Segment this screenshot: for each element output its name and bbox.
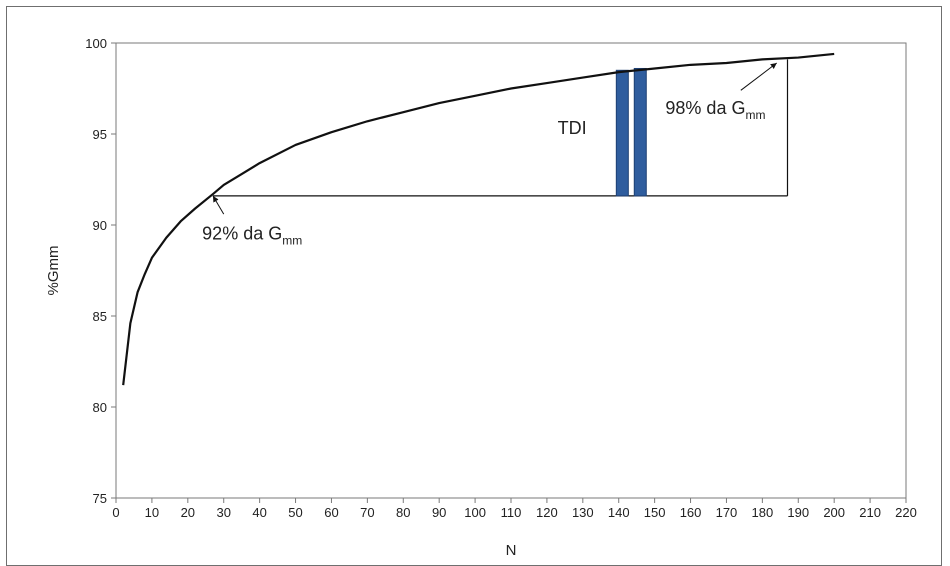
x-axis-label: N [506,542,517,558]
series-line-1 [122,52,835,386]
x-tick-label: 140 [608,505,630,520]
y-tick-label: 75 [93,491,107,506]
annotation-text: 92% da G [202,224,282,244]
x-tick-label: 100 [464,505,486,520]
annotation-2: 92% da Gmm [202,224,302,248]
x-tick-label: 30 [216,505,230,520]
reference-box [212,59,789,197]
annotation-subscript: mm [282,234,302,248]
tdi-bar-1 [615,69,629,197]
x-tick-label: 90 [432,505,446,520]
x-tick-label: 10 [145,505,159,520]
y-axis-label: %Gmm [45,246,62,296]
series-group [122,52,835,386]
x-tick-label: 120 [536,505,558,520]
x-tick-label: 70 [360,505,374,520]
y-tick-label: 90 [93,218,107,233]
x-tick-label: 60 [324,505,338,520]
y-tick-label: 100 [85,36,107,51]
chart-frame [6,6,942,566]
x-tick-label: 210 [859,505,881,520]
annotation-1: TDI [558,118,587,138]
axes: 75 80 85 90 95 100 0 10 20 30 40 50 60 70 80 90 100 110 12… [85,36,917,520]
annotation-subscript: mm [745,108,765,122]
y-tick-label: 95 [93,127,107,142]
x-tick-label: 50 [288,505,302,520]
annotation-text: TDI [558,118,587,138]
x-tick-label: 190 [787,505,809,520]
y-tick-label: 80 [93,400,107,415]
x-tick-label: 20 [181,505,195,520]
annotation-arrow-2 [212,195,225,215]
x-tick-label: 110 [501,505,522,520]
x-tick-label: 180 [752,505,774,520]
x-tick-label: 0 [112,505,119,520]
x-tick-label: 170 [716,505,738,520]
x-tick-label: 220 [895,505,917,520]
annotation-arrow-3 [740,62,778,91]
tdi-bar-2 [633,67,647,197]
y-tick-label: 85 [93,309,107,324]
x-tick-label: 130 [572,505,594,520]
x-tick-label: 40 [252,505,266,520]
x-tick-label: 160 [680,505,702,520]
x-tick-label: 200 [823,505,845,520]
annotation-text: 98% da G [665,98,745,118]
x-tick-label: 150 [644,505,666,520]
bars [615,67,647,197]
annotation-3: 98% da Gmm [665,98,765,122]
x-tick-label: 80 [396,505,410,520]
